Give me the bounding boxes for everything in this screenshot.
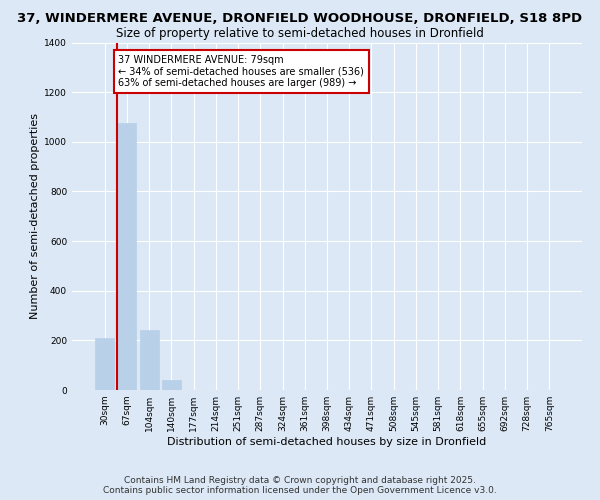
Bar xyxy=(95,338,114,390)
Y-axis label: Number of semi-detached properties: Number of semi-detached properties xyxy=(30,114,40,320)
Bar xyxy=(118,123,136,390)
Bar xyxy=(162,380,181,390)
Text: Size of property relative to semi-detached houses in Dronfield: Size of property relative to semi-detach… xyxy=(116,28,484,40)
Bar xyxy=(140,330,158,390)
Text: 37, WINDERMERE AVENUE, DRONFIELD WOODHOUSE, DRONFIELD, S18 8PD: 37, WINDERMERE AVENUE, DRONFIELD WOODHOU… xyxy=(17,12,583,26)
Text: 37 WINDERMERE AVENUE: 79sqm
← 34% of semi-detached houses are smaller (536)
63% : 37 WINDERMERE AVENUE: 79sqm ← 34% of sem… xyxy=(118,55,364,88)
Text: Contains HM Land Registry data © Crown copyright and database right 2025.
Contai: Contains HM Land Registry data © Crown c… xyxy=(103,476,497,495)
X-axis label: Distribution of semi-detached houses by size in Dronfield: Distribution of semi-detached houses by … xyxy=(167,437,487,447)
